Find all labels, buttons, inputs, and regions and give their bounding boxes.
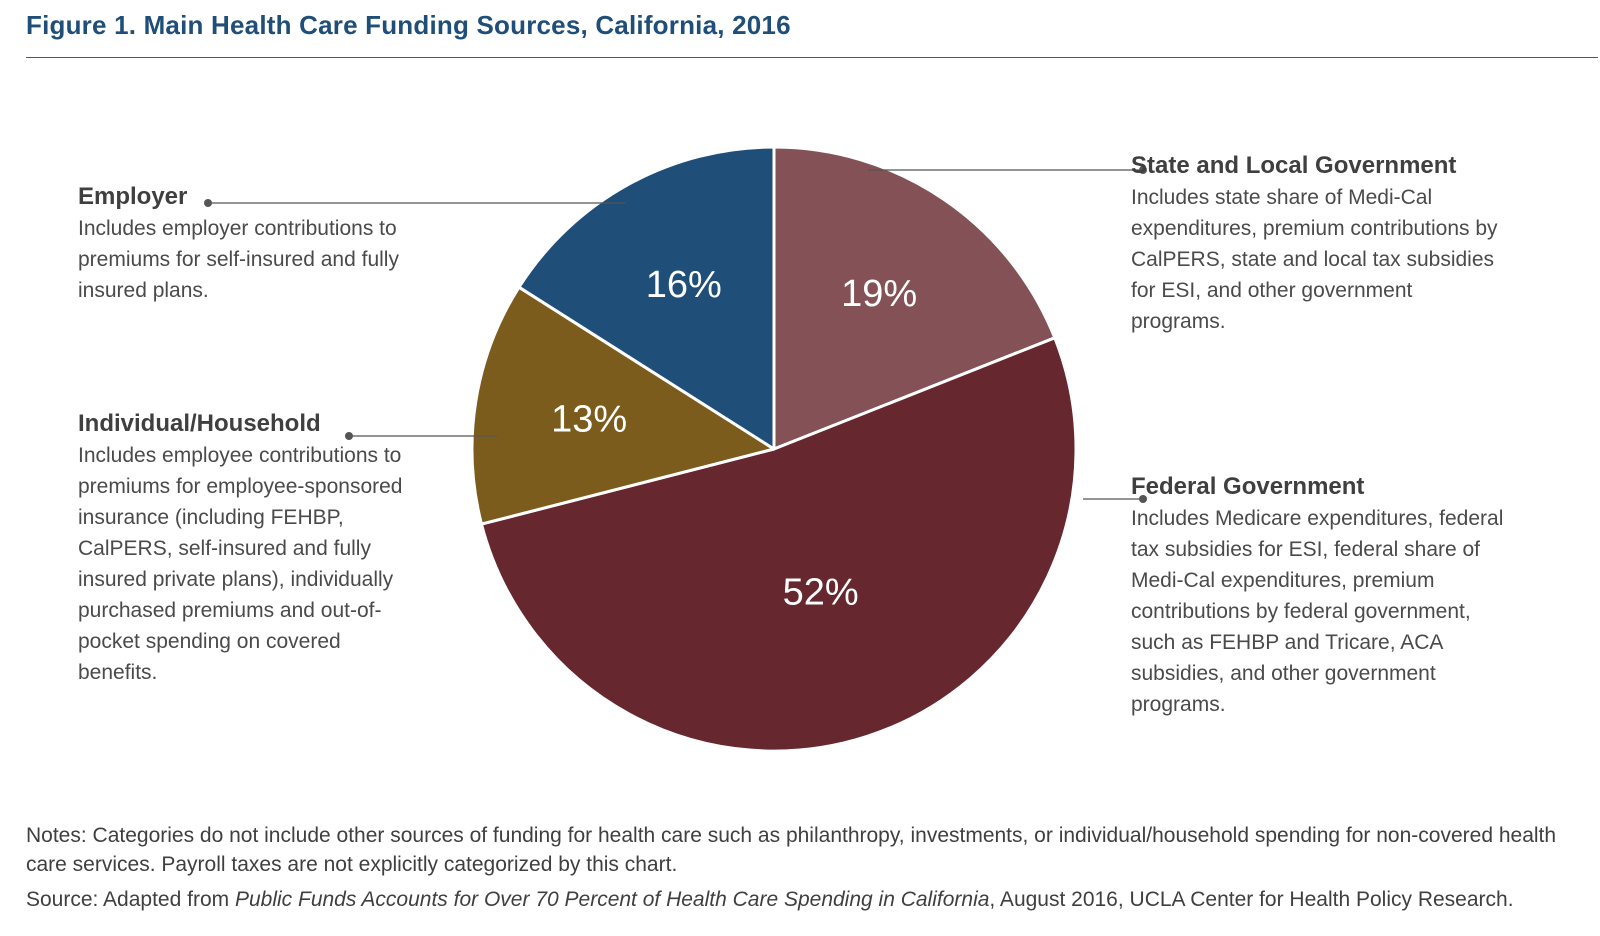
source-prefix: Source: Adapted from <box>26 888 235 911</box>
pie-slice-individual <box>470 285 776 526</box>
chart-source: Source: Adapted from Public Funds Accoun… <box>26 885 1598 914</box>
category-federal: Federal Government Includes Medicare exp… <box>1131 471 1511 720</box>
leader-dot-individual <box>345 432 353 440</box>
category-individual-title: Individual/Household <box>78 410 321 437</box>
leader-dot-federal <box>1139 495 1147 503</box>
pie-label-state: 19% <box>841 273 917 315</box>
pie-slice-federal <box>479 336 1078 753</box>
category-federal-description: Includes Medicare expenditures, federal … <box>1131 507 1504 716</box>
category-state-description: Includes state share of Medi-Cal expendi… <box>1131 186 1498 333</box>
source-title: Public Funds Accounts for Over 70 Percen… <box>234 888 990 911</box>
pie-slice-employer <box>517 145 776 451</box>
pie-label-employer: 16% <box>646 264 722 306</box>
category-federal-title: Federal Government <box>1131 473 1365 500</box>
chart-title: Figure 1. Main Health Care Funding Sourc… <box>26 10 791 40</box>
chart-notes: Notes: Categories do not include other s… <box>26 824 1557 876</box>
leader-dot-state <box>1139 166 1147 174</box>
source-suffix: , August 2016, UCLA Center for Health Po… <box>989 888 1514 911</box>
category-individual-description: Includes employee contributions to premi… <box>78 444 403 684</box>
category-state: State and Local Government Includes stat… <box>1131 150 1511 337</box>
leader-dot-employer <box>204 199 212 207</box>
category-state-title: State and Local Government <box>1131 152 1457 179</box>
pie-label-federal: 52% <box>783 572 859 614</box>
category-individual: Individual/Household Includes employee c… <box>78 408 413 688</box>
category-employer-description: Includes employer contributions to premi… <box>78 217 399 302</box>
category-employer: Employer Includes employer contributions… <box>78 181 408 306</box>
pie-slice-state <box>772 145 1057 451</box>
title-divider <box>26 57 1598 58</box>
category-employer-title: Employer <box>78 183 188 210</box>
pie-label-individual: 13% <box>551 399 627 441</box>
